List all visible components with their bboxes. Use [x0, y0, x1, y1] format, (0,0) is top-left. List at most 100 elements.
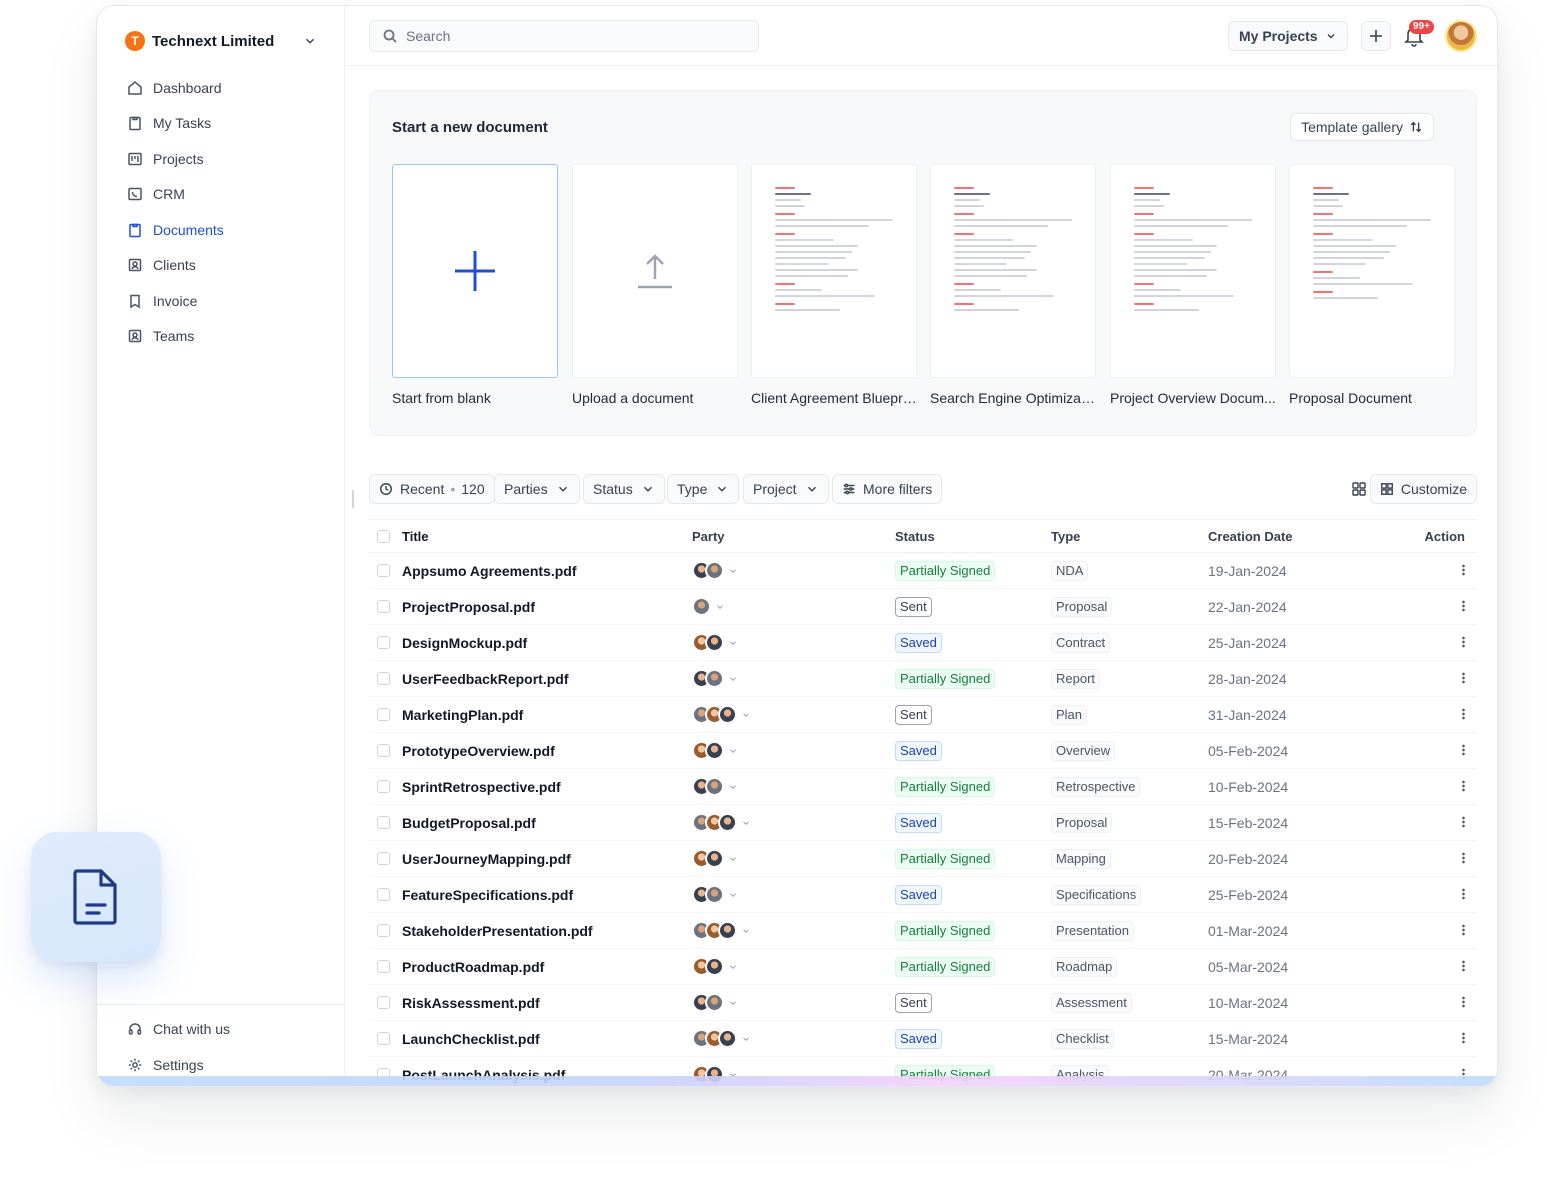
table-row[interactable]: StakeholderPresentation.pdf Partially Sig… [369, 913, 1477, 949]
party-avatars[interactable] [692, 633, 895, 652]
party-avatars[interactable] [692, 705, 895, 724]
sidebar-item-my-tasks[interactable]: My Tasks [127, 106, 327, 142]
status-filter[interactable]: Status [583, 474, 665, 504]
document-title[interactable]: SprintRetrospective.pdf [402, 778, 561, 795]
template-card-upload[interactable]: Upload a document [572, 164, 738, 406]
select-all-checkbox[interactable] [377, 529, 390, 543]
recent-filter[interactable]: Recent • 120 [369, 474, 495, 504]
document-title[interactable]: FeatureSpecifications.pdf [402, 886, 574, 903]
row-checkbox[interactable] [377, 600, 390, 613]
party-avatars[interactable] [692, 849, 895, 868]
row-checkbox[interactable] [377, 888, 390, 901]
document-title[interactable]: MarketingPlan.pdf [402, 706, 524, 723]
row-checkbox[interactable] [377, 564, 390, 577]
table-row[interactable]: ProjectProposal.pdf Sent Proposal 22-Jan-20… [369, 589, 1477, 625]
document-title[interactable]: UserFeedbackReport.pdf [402, 670, 569, 687]
row-checkbox[interactable] [377, 780, 390, 793]
document-title[interactable]: StakeholderPresentation.pdf [402, 922, 593, 939]
template-card-seo[interactable]: Search Engine Optimizati... [930, 164, 1096, 406]
document-title[interactable]: Appsumo Agreements.pdf [402, 562, 577, 579]
more-options-icon[interactable] [1462, 851, 1465, 864]
document-title[interactable]: DesignMockup.pdf [402, 634, 528, 651]
sidebar-item-settings[interactable]: Settings [127, 1047, 345, 1083]
table-row[interactable]: PrototypeOverview.pdf Saved Overview 05-Feb… [369, 733, 1477, 769]
search-box[interactable] [369, 20, 759, 52]
table-row[interactable]: SprintRetrospective.pdf Partially Signed R… [369, 769, 1477, 805]
document-title[interactable]: ProjectProposal.pdf [402, 598, 536, 615]
more-options-icon[interactable] [1462, 779, 1465, 792]
more-options-icon[interactable] [1462, 1031, 1465, 1044]
row-checkbox[interactable] [377, 672, 390, 685]
document-title[interactable]: PrototypeOverview.pdf [402, 742, 555, 759]
parties-filter[interactable]: Parties [494, 474, 580, 504]
row-checkbox[interactable] [377, 852, 390, 865]
document-title[interactable]: ProductRoadmap.pdf [402, 958, 545, 975]
template-card-project-overview[interactable]: Project Overview Docum... [1110, 164, 1276, 406]
row-checkbox[interactable] [377, 924, 390, 937]
header-type[interactable]: Type [1051, 528, 1081, 544]
sidebar-item-projects[interactable]: Projects [127, 141, 327, 177]
template-card-client-agreement[interactable]: Client Agreement Blueprint [751, 164, 917, 406]
header-status[interactable]: Status [895, 528, 935, 544]
row-checkbox[interactable] [377, 1032, 390, 1045]
party-avatars[interactable] [692, 777, 895, 796]
party-avatars[interactable] [692, 669, 895, 688]
resize-handle[interactable] [352, 490, 354, 508]
table-row[interactable]: MarketingPlan.pdf Sent Plan 31-Jan-2024 [369, 697, 1477, 733]
type-filter[interactable]: Type [667, 474, 740, 504]
sidebar-item-dashboard[interactable]: Dashboard [127, 70, 327, 106]
more-options-icon[interactable] [1462, 815, 1465, 828]
more-options-icon[interactable] [1462, 959, 1465, 972]
add-button[interactable] [1361, 21, 1391, 51]
more-options-icon[interactable] [1462, 887, 1465, 900]
projects-dropdown[interactable]: My Projects [1228, 21, 1348, 51]
party-avatars[interactable] [692, 957, 895, 976]
sidebar-item-chat[interactable]: Chat with us [127, 1011, 345, 1047]
document-title[interactable]: LaunchChecklist.pdf [402, 1030, 540, 1047]
more-options-icon[interactable] [1462, 563, 1465, 576]
row-checkbox[interactable] [377, 744, 390, 757]
table-row[interactable]: UserFeedbackReport.pdf Partially Signed Re… [369, 661, 1477, 697]
project-filter[interactable]: Project [743, 474, 829, 504]
table-row[interactable]: FeatureSpecifications.pdf Saved Specificat… [369, 877, 1477, 913]
row-checkbox[interactable] [377, 636, 390, 649]
party-avatars[interactable] [692, 1029, 895, 1048]
grid-view-icon[interactable] [1351, 481, 1367, 497]
table-row[interactable]: RiskAssessment.pdf Sent Assessment 10-Mar-2… [369, 985, 1477, 1021]
party-avatars[interactable] [692, 813, 895, 832]
more-options-icon[interactable] [1462, 671, 1465, 684]
more-options-icon[interactable] [1462, 707, 1465, 720]
header-creation-date[interactable]: Creation Date [1208, 528, 1293, 544]
table-row[interactable]: DesignMockup.pdf Saved Contract 25-Jan-2024 [369, 625, 1477, 661]
org-switcher[interactable]: T Technext Limited [125, 26, 317, 56]
table-row[interactable]: BudgetProposal.pdf Saved Proposal 15-Feb-20… [369, 805, 1477, 841]
document-title[interactable]: BudgetProposal.pdf [402, 814, 536, 831]
document-title[interactable]: UserJourneyMapping.pdf [402, 850, 571, 867]
party-avatars[interactable] [692, 597, 895, 616]
more-options-icon[interactable] [1462, 743, 1465, 756]
template-card-blank[interactable]: Start from blank [392, 164, 558, 406]
user-avatar[interactable] [1445, 20, 1477, 52]
more-options-icon[interactable] [1462, 635, 1465, 648]
header-party[interactable]: Party [692, 528, 725, 544]
table-row[interactable]: UserJourneyMapping.pdf Partially Signed Ma… [369, 841, 1477, 877]
more-options-icon[interactable] [1462, 923, 1465, 936]
row-checkbox[interactable] [377, 996, 390, 1009]
header-title[interactable]: Title [402, 528, 429, 544]
sidebar-item-teams[interactable]: Teams [127, 319, 327, 355]
sidebar-item-documents[interactable]: Documents [127, 212, 327, 248]
more-options-icon[interactable] [1462, 599, 1465, 612]
document-title[interactable]: RiskAssessment.pdf [402, 994, 540, 1011]
row-checkbox[interactable] [377, 708, 390, 721]
customize-button[interactable]: Customize [1369, 474, 1477, 504]
sidebar-item-invoice[interactable]: Invoice [127, 283, 327, 319]
sidebar-item-clients[interactable]: Clients [127, 248, 327, 284]
row-checkbox[interactable] [377, 960, 390, 973]
more-options-icon[interactable] [1462, 995, 1465, 1008]
template-card-proposal[interactable]: Proposal Document [1289, 164, 1455, 406]
party-avatars[interactable] [692, 921, 895, 940]
more-options-icon[interactable] [1462, 1067, 1465, 1080]
party-avatars[interactable] [692, 993, 895, 1012]
party-avatars[interactable] [692, 885, 895, 904]
table-row[interactable]: LaunchChecklist.pdf Saved Checklist 15-Mar-… [369, 1021, 1477, 1057]
